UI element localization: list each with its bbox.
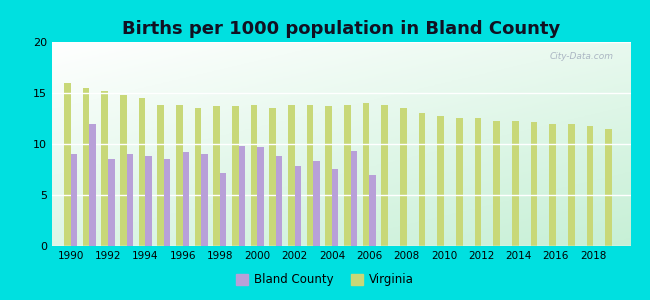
Bar <box>307 105 313 246</box>
Bar <box>101 91 108 246</box>
Bar <box>127 154 133 246</box>
Bar <box>202 154 208 246</box>
Bar <box>269 108 276 246</box>
Bar <box>146 156 152 246</box>
Bar <box>363 103 369 246</box>
Bar <box>382 105 388 246</box>
Text: City-Data.com: City-Data.com <box>549 52 613 61</box>
Bar <box>512 121 519 246</box>
Bar <box>164 159 170 246</box>
Bar <box>89 124 96 246</box>
Bar <box>139 98 146 246</box>
Bar <box>419 113 425 246</box>
Bar <box>220 172 226 246</box>
Bar <box>257 147 264 246</box>
Bar <box>568 124 575 246</box>
Bar <box>183 152 189 246</box>
Bar <box>120 95 127 246</box>
Bar <box>400 108 406 246</box>
Bar <box>232 106 239 246</box>
Bar <box>326 106 332 246</box>
Bar <box>195 108 202 246</box>
Bar <box>369 175 376 246</box>
Bar <box>108 159 114 246</box>
Title: Births per 1000 population in Bland County: Births per 1000 population in Bland Coun… <box>122 20 560 38</box>
Bar <box>605 129 612 246</box>
Bar <box>71 154 77 246</box>
Bar <box>251 105 257 246</box>
Bar <box>213 106 220 246</box>
Bar <box>456 118 463 246</box>
Bar <box>64 83 71 246</box>
Bar <box>288 105 294 246</box>
Bar <box>549 124 556 246</box>
Bar <box>474 118 481 246</box>
Bar <box>83 88 89 246</box>
Bar <box>344 105 350 246</box>
Bar <box>157 105 164 246</box>
Bar <box>587 126 593 246</box>
Bar <box>313 161 320 246</box>
Bar <box>176 105 183 246</box>
Bar <box>350 151 357 246</box>
Bar <box>437 116 444 246</box>
Bar <box>294 167 301 246</box>
Bar <box>493 121 500 246</box>
Bar <box>239 146 245 246</box>
Bar <box>276 156 283 246</box>
Bar <box>530 122 537 246</box>
Legend: Bland County, Virginia: Bland County, Virginia <box>231 269 419 291</box>
Bar <box>332 169 339 246</box>
